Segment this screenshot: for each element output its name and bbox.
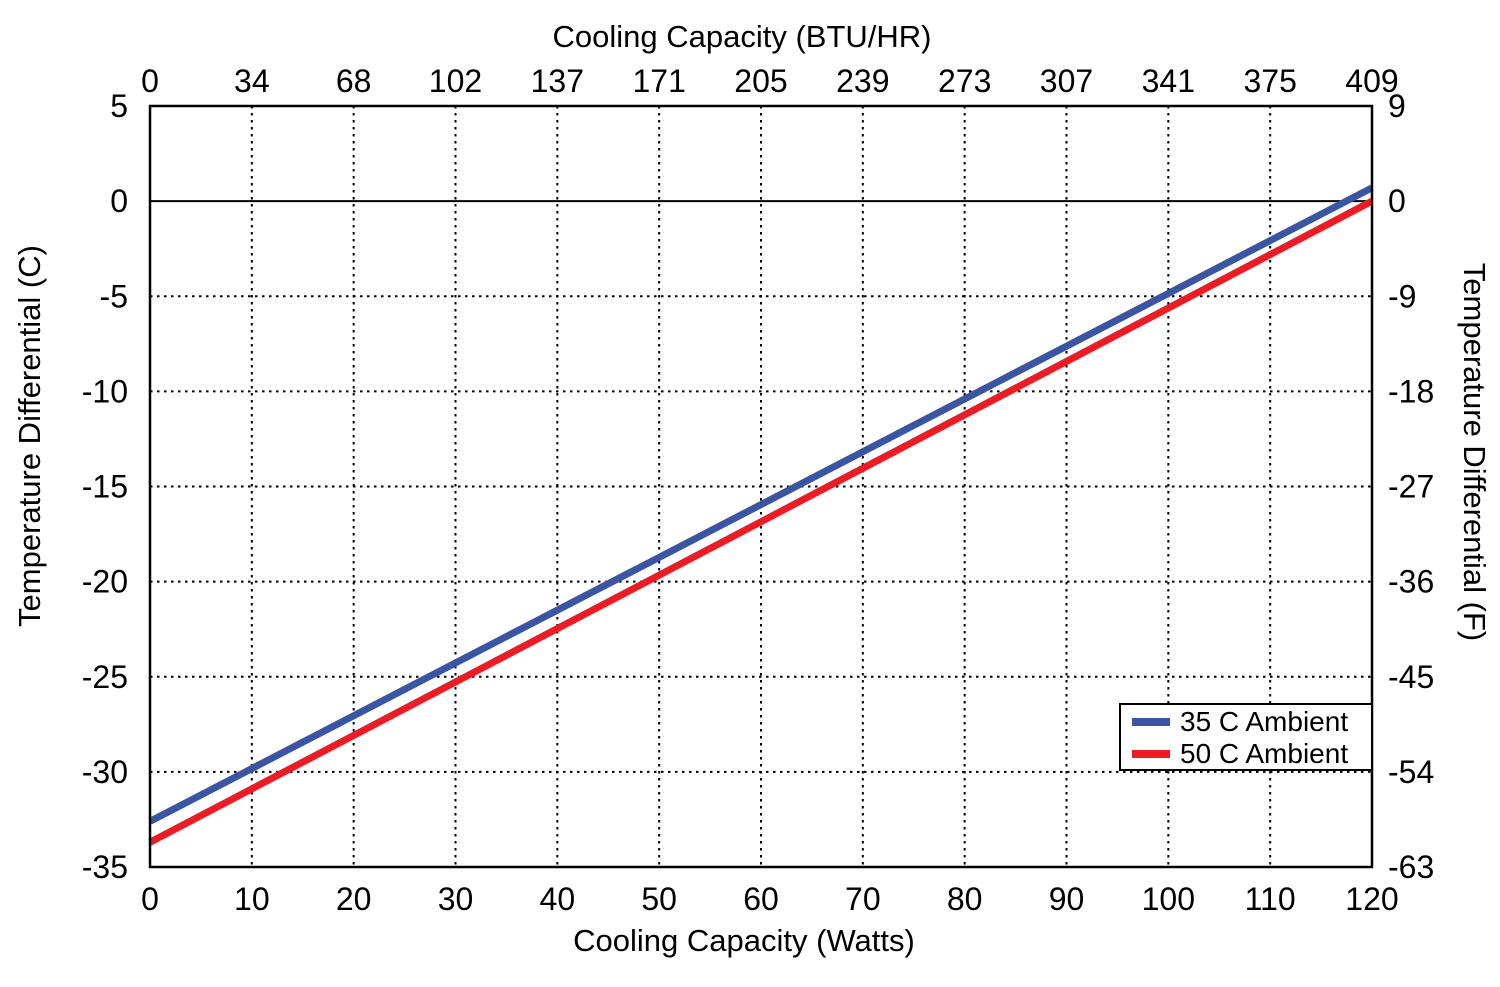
top-tick-205: 205 <box>734 63 787 99</box>
left-tick-0: 0 <box>110 183 128 219</box>
plot-frame <box>148 104 1374 869</box>
left-tick--15: -15 <box>82 469 128 505</box>
top-tick-375: 375 <box>1243 63 1296 99</box>
right-tick--63: -63 <box>1388 849 1434 885</box>
top-axis-tick-labels: 0 34 68 102 137 171 205 239 273 307 341 375 409 <box>141 63 1399 99</box>
legend-label-50-c-ambient: 50 C Ambient <box>1180 738 1348 769</box>
series-line-35-c-ambient <box>148 184 1374 825</box>
left-tick--20: -20 <box>82 564 128 600</box>
left-tick--30: -30 <box>82 754 128 790</box>
bottom-axis-tick-labels: 0 10 20 30 40 50 60 70 80 90 100 110 120 <box>141 881 1399 917</box>
top-tick-137: 137 <box>531 63 584 99</box>
bottom-tick-50: 50 <box>641 881 677 917</box>
left-tick-5: 5 <box>110 88 128 124</box>
bottom-tick-30: 30 <box>438 881 474 917</box>
left-tick--35: -35 <box>82 849 128 885</box>
bottom-tick-20: 20 <box>336 881 372 917</box>
top-tick-102: 102 <box>429 63 482 99</box>
top-axis-title: Cooling Capacity (BTU/HR) <box>553 19 932 54</box>
bottom-tick-70: 70 <box>845 881 881 917</box>
top-tick-0: 0 <box>141 63 159 99</box>
right-tick--45: -45 <box>1388 659 1434 695</box>
bottom-tick-80: 80 <box>947 881 983 917</box>
right-tick-0: 0 <box>1388 183 1406 219</box>
left-tick--10: -10 <box>82 373 128 409</box>
bottom-tick-120: 120 <box>1345 881 1398 917</box>
plot-border <box>148 104 1374 869</box>
bottom-tick-110: 110 <box>1245 881 1296 917</box>
right-tick--27: -27 <box>1388 469 1434 505</box>
right-tick--54: -54 <box>1388 754 1434 790</box>
data-series <box>148 184 1374 846</box>
bottom-tick-0: 0 <box>141 881 159 917</box>
top-tick-409: 409 <box>1345 63 1398 99</box>
bottom-tick-60: 60 <box>743 881 779 917</box>
bottom-tick-100: 100 <box>1142 881 1195 917</box>
right-axis-tick-labels: 9 0 -9 -18 -27 -36 -45 -54 -63 <box>1388 88 1434 885</box>
top-tick-239: 239 <box>836 63 889 99</box>
left-tick--5: -5 <box>100 278 128 314</box>
right-tick-9: 9 <box>1388 88 1406 124</box>
left-axis-tick-labels: 5 0 -5 -10 -15 -20 -25 -30 -35 <box>82 88 128 885</box>
right-tick--18: -18 <box>1388 373 1434 409</box>
legend-label-35-c-ambient: 35 C Ambient <box>1180 706 1348 737</box>
top-tick-34: 34 <box>234 63 270 99</box>
horizontal-gridlines <box>150 295 1372 773</box>
bottom-tick-90: 90 <box>1049 881 1085 917</box>
top-tick-341: 341 <box>1142 63 1195 99</box>
right-tick--9: -9 <box>1388 278 1416 314</box>
bottom-tick-40: 40 <box>540 881 576 917</box>
legend-box <box>1119 703 1373 771</box>
right-tick--36: -36 <box>1388 564 1434 600</box>
top-tick-68: 68 <box>336 63 372 99</box>
left-tick--25: -25 <box>82 659 128 695</box>
top-tick-171: 171 <box>632 63 685 99</box>
left-axis-title: Temperature Differential (C) <box>12 245 47 627</box>
bottom-tick-10: 10 <box>234 881 270 917</box>
series-line-50-c-ambient <box>148 198 1374 846</box>
bottom-axis-title: Cooling Capacity (Watts) <box>573 923 915 958</box>
right-axis-title: Temperature Differential (F) <box>1457 263 1492 641</box>
top-tick-307: 307 <box>1040 63 1093 99</box>
top-tick-273: 273 <box>938 63 991 99</box>
